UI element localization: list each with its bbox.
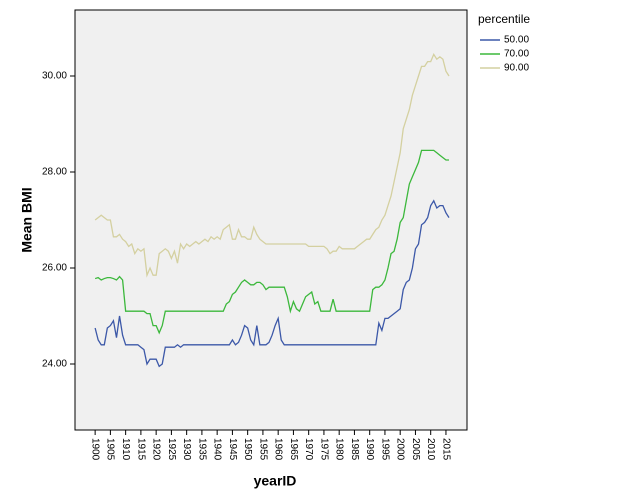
x-tick-label: 1980 bbox=[334, 438, 345, 461]
x-tick-label: 1920 bbox=[151, 438, 162, 461]
plot-area bbox=[74, 9, 468, 431]
y-tick-label: 26.00 bbox=[42, 263, 67, 274]
x-tick-label: 1965 bbox=[288, 438, 299, 461]
x-tick-label: 1985 bbox=[349, 438, 360, 461]
x-tick-label: 1925 bbox=[166, 438, 177, 461]
series-line bbox=[94, 53, 450, 278]
x-tick-label: 1930 bbox=[181, 438, 192, 461]
y-tick-label: 28.00 bbox=[42, 167, 67, 178]
x-tick-label: 1990 bbox=[364, 438, 375, 461]
x-tick-label: 1910 bbox=[120, 438, 131, 461]
y-axis-title: Mean BMI bbox=[19, 187, 35, 252]
x-axis-title: yearID bbox=[254, 473, 297, 489]
series-line bbox=[94, 199, 450, 368]
x-tick-label: 1950 bbox=[242, 438, 253, 461]
x-tick-label: 1935 bbox=[196, 438, 207, 461]
legend-title: percentile bbox=[478, 12, 530, 26]
x-tick-label: 1975 bbox=[318, 438, 329, 461]
x-tick-label: 1945 bbox=[227, 438, 238, 461]
legend-label: 90.00 bbox=[504, 63, 529, 74]
x-tick-label: 1960 bbox=[273, 438, 284, 461]
x-tick-label: 1995 bbox=[379, 438, 390, 461]
legend-label: 70.00 bbox=[504, 49, 529, 60]
x-tick-label: 1970 bbox=[303, 438, 314, 461]
y-tick-label: 30.00 bbox=[42, 71, 67, 82]
y-tick-label: 24.00 bbox=[42, 359, 67, 370]
x-tick-label: 1940 bbox=[212, 438, 223, 461]
x-tick-label: 1955 bbox=[257, 438, 268, 461]
x-tick-label: 1900 bbox=[89, 438, 100, 461]
x-tick-label: 2010 bbox=[425, 438, 436, 461]
x-tick-label: 1915 bbox=[135, 438, 146, 461]
series-line bbox=[94, 149, 449, 335]
x-tick-label: 2000 bbox=[395, 438, 406, 461]
x-tick-label: 2005 bbox=[410, 438, 421, 461]
legend-label: 50.00 bbox=[504, 35, 529, 46]
x-tick-label: 1905 bbox=[105, 438, 116, 461]
x-tick-label: 2015 bbox=[440, 438, 451, 461]
